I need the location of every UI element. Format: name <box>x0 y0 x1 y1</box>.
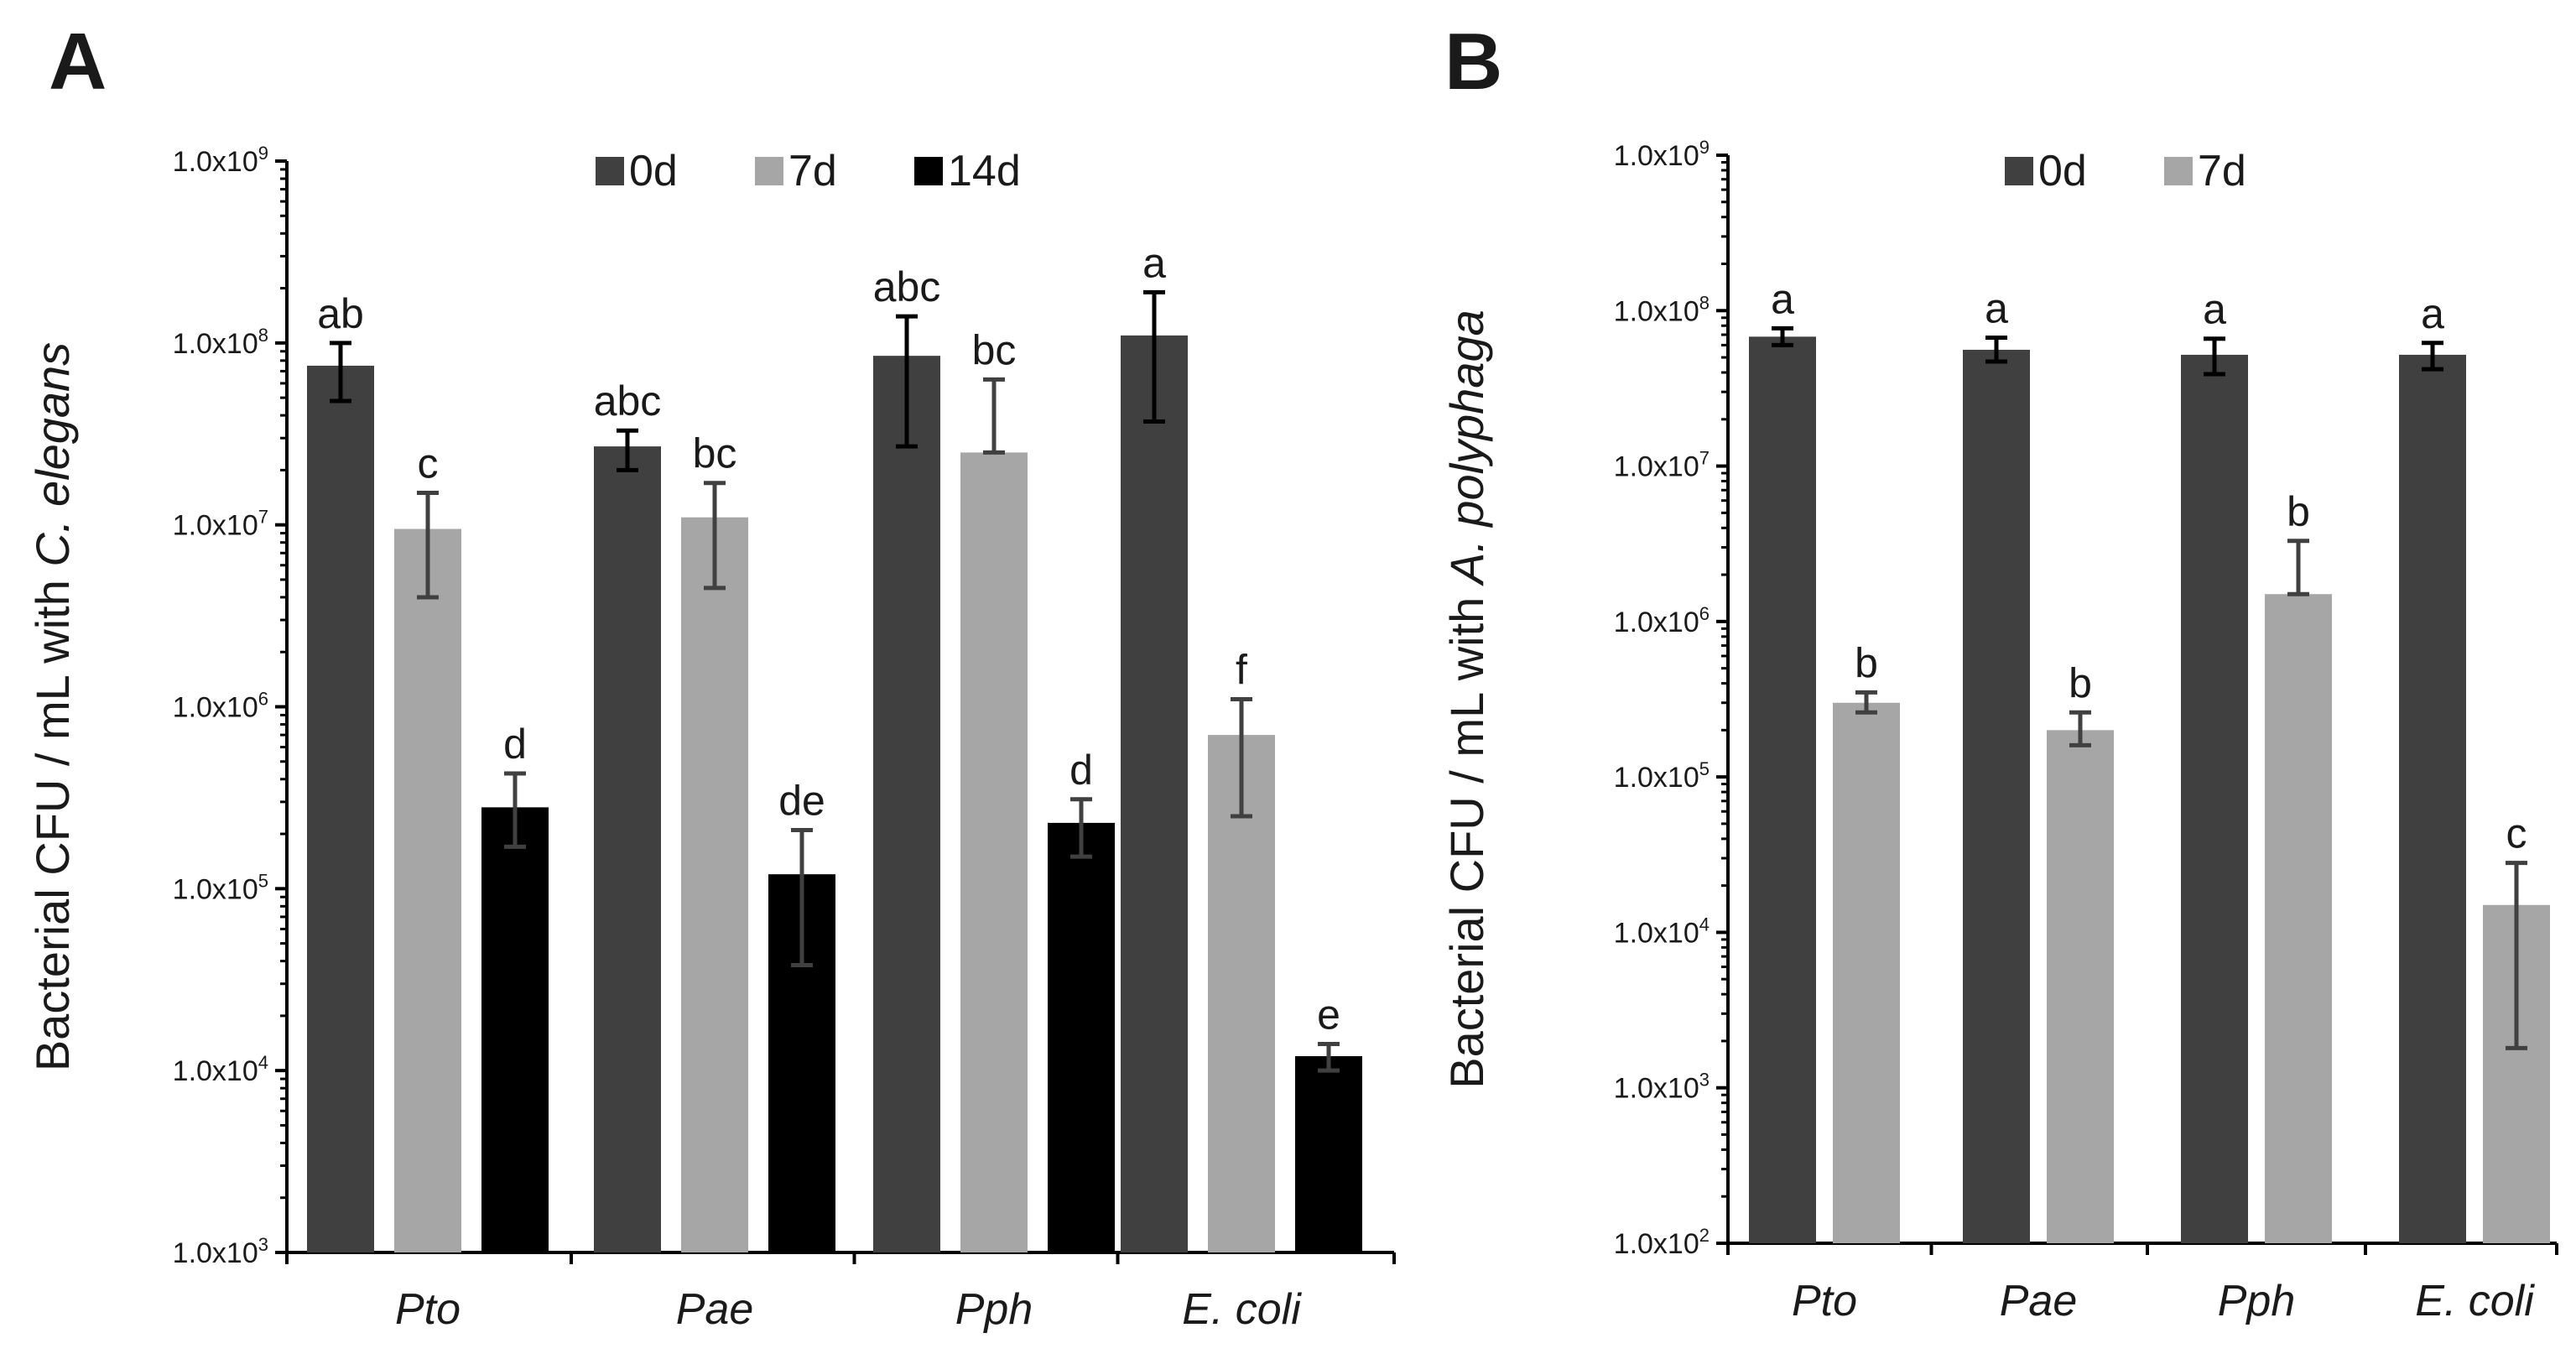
y-axis-label: Bacterial CFU / mL with A. polyphaga <box>1440 310 1493 1089</box>
y-tick-label: 1.0x103 <box>173 1234 268 1269</box>
y-tick-label: 1.0x109 <box>173 143 268 178</box>
panel-b: B 1.0x102 1.0x103 1.0x104 1.0x105 1.0x106 1.0… <box>1440 17 2558 1325</box>
y-tick-label: 1.0x104 <box>1614 914 1710 949</box>
significance-label: a <box>1985 285 2008 332</box>
x-category-label: Pto <box>395 1285 461 1334</box>
panel-b-letter: B <box>1444 17 1502 107</box>
bar <box>1121 335 1188 1252</box>
legend-swatch <box>2005 157 2033 185</box>
legend-label: 0d <box>2038 147 2087 195</box>
legend-swatch <box>596 157 624 185</box>
y-tick-label: 1.0x106 <box>173 689 268 724</box>
significance-label: c <box>418 440 439 487</box>
significance-label: a <box>2421 290 2444 337</box>
significance-label: d <box>1069 747 1093 794</box>
significance-label: b <box>2069 659 2092 706</box>
y-tick-label: 1.0x107 <box>1614 448 1710 483</box>
x-category-label: E. coli <box>2415 1277 2535 1325</box>
significance-label: b <box>2287 488 2310 535</box>
y-tick-label: 1.0x107 <box>173 507 268 542</box>
bar <box>1208 735 1275 1252</box>
significance-label: d <box>503 721 527 768</box>
y-tick-label: 1.0x106 <box>1614 603 1710 638</box>
legend-swatch <box>755 157 783 185</box>
significance-label: a <box>2203 286 2226 333</box>
significance-label: a <box>1771 275 1794 322</box>
x-category-label: Pae <box>2000 1277 2078 1325</box>
bar <box>873 356 940 1252</box>
significance-label: de <box>778 777 825 824</box>
y-tick-label: 1.0x108 <box>173 325 268 360</box>
x-category-label: E. coli <box>1182 1285 1302 1334</box>
bar <box>307 365 374 1253</box>
y-tick-label: 1.0x104 <box>173 1052 268 1087</box>
y-tick-label: 1.0x102 <box>1614 1225 1710 1260</box>
significance-label: bc <box>972 326 1017 373</box>
bar <box>2399 354 2466 1243</box>
x-category-label: Pph <box>955 1285 1033 1334</box>
x-category-label: Pto <box>1792 1277 1857 1325</box>
bar <box>481 807 549 1252</box>
bar <box>2047 730 2114 1243</box>
bar <box>1295 1055 1362 1252</box>
significance-label: c <box>2506 810 2527 857</box>
bar <box>394 528 461 1252</box>
bar <box>681 517 748 1252</box>
legend-label: 14d <box>948 147 1021 195</box>
significance-label: b <box>1855 639 1878 686</box>
panel-a-letter: A <box>49 17 107 107</box>
legend-swatch <box>914 157 943 185</box>
significance-label: ab <box>317 290 364 337</box>
significance-label: f <box>1236 647 1247 694</box>
y-tick-label: 1.0x109 <box>1614 137 1710 172</box>
significance-label: e <box>1317 991 1340 1038</box>
y-tick-label: 1.0x103 <box>1614 1070 1710 1105</box>
bar <box>594 446 661 1252</box>
bar <box>1749 336 1816 1243</box>
x-category-label: Pph <box>2218 1277 2296 1325</box>
significance-label: abc <box>594 378 662 424</box>
y-tick-label: 1.0x108 <box>1614 292 1710 327</box>
bar <box>960 452 1028 1252</box>
bar <box>1963 349 2030 1243</box>
significance-label: a <box>1142 239 1166 286</box>
bar <box>1833 702 1900 1243</box>
y-tick-label: 1.0x105 <box>1614 758 1710 794</box>
bar <box>2265 594 2332 1243</box>
bar <box>2181 354 2248 1243</box>
legend-label: 7d <box>2198 147 2246 195</box>
legend-swatch <box>2164 157 2193 185</box>
significance-label: abc <box>873 263 941 310</box>
legend-label: 7d <box>788 147 837 195</box>
x-category-label: Pae <box>676 1285 754 1334</box>
legend-label: 0d <box>629 147 678 195</box>
y-axis-label: Bacterial CFU / mL with C. elegans <box>26 342 79 1071</box>
y-tick-label: 1.0x105 <box>173 870 268 905</box>
significance-label: bc <box>693 430 737 477</box>
bar <box>1048 822 1115 1252</box>
panel-a: A 1.0x103 1.0x104 1.0x105 1.0x106 1.0x107 1.0… <box>26 17 1396 1334</box>
